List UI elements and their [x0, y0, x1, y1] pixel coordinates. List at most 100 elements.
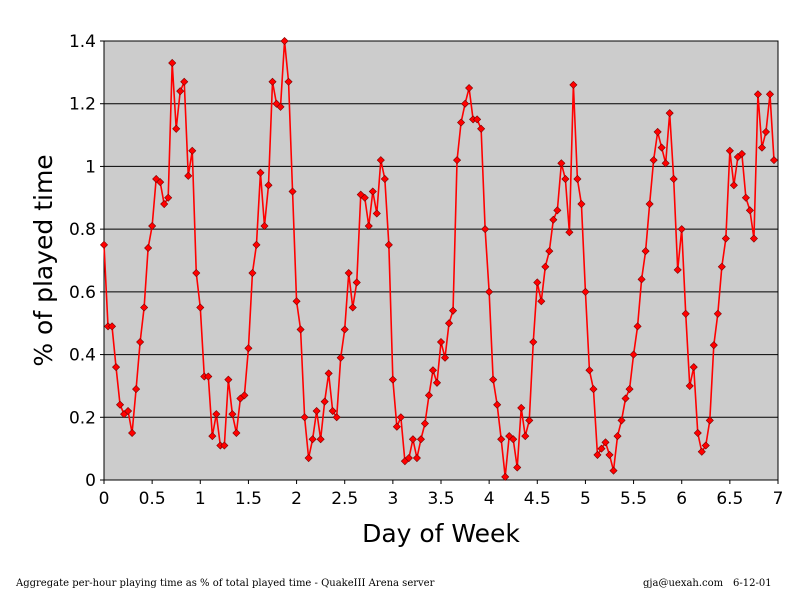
data-point [368, 187, 377, 196]
data-point [116, 400, 125, 409]
data-point [212, 410, 221, 419]
x-tick-label: 3 [387, 489, 398, 509]
data-point [521, 432, 530, 441]
x-tick-label: 6.5 [716, 489, 743, 509]
data-point [721, 234, 730, 243]
data-point [581, 287, 590, 296]
data-point [605, 450, 614, 459]
data-point [396, 413, 405, 422]
data-point [749, 234, 758, 243]
data-point [340, 325, 349, 334]
data-point [661, 159, 670, 168]
data-point [577, 200, 586, 209]
data-point [501, 472, 510, 481]
data-point [497, 435, 506, 444]
data-point [553, 206, 562, 215]
data-point [384, 240, 393, 249]
footer-date: 6-12-01 [733, 578, 772, 589]
data-point [156, 178, 165, 187]
data-point [709, 341, 718, 350]
data-point [172, 124, 181, 133]
data-point [380, 174, 389, 183]
data-point [657, 143, 666, 152]
y-tick-label: 0.6 [69, 283, 96, 303]
x-tick-label: 5.5 [620, 489, 647, 509]
data-point [517, 403, 526, 412]
x-tick-label: 2 [291, 489, 302, 509]
data-point [485, 287, 494, 296]
data-point [244, 344, 253, 353]
data-point [457, 118, 466, 127]
data-point [144, 243, 153, 252]
data-point [597, 444, 606, 453]
data-point [424, 391, 433, 400]
data-point [308, 435, 317, 444]
x-tick-label: 1.5 [235, 489, 262, 509]
data-point [316, 435, 325, 444]
data-point [621, 394, 630, 403]
data-point [348, 303, 357, 312]
data-point [176, 87, 185, 96]
data-point [268, 77, 277, 86]
x-tick-label: 2.5 [331, 489, 358, 509]
data-point [132, 385, 141, 394]
data-point [240, 391, 249, 400]
data-point [436, 338, 446, 347]
data-point [525, 416, 534, 425]
data-point [264, 181, 273, 190]
data-point [404, 454, 413, 463]
data-point [296, 325, 305, 334]
data-point [128, 428, 137, 437]
x-tick-label: 6 [676, 489, 687, 509]
data-point [416, 435, 425, 444]
data-point [148, 221, 157, 231]
data-point [649, 156, 658, 165]
data-point [288, 187, 297, 196]
data-point [625, 385, 634, 394]
y-tick-label: 1.2 [69, 95, 96, 115]
x-tick-label: 3.5 [427, 489, 454, 509]
data-point [208, 432, 217, 441]
data-point [549, 215, 558, 224]
data-point [124, 406, 133, 416]
data-point [107, 322, 117, 331]
data-point [633, 322, 642, 331]
data-point [629, 350, 638, 359]
data-point [613, 432, 622, 441]
data-point [489, 375, 498, 384]
data-point [557, 159, 566, 168]
y-tick-label: 0 [85, 471, 96, 491]
data-point [164, 193, 173, 202]
data-point [513, 463, 522, 472]
data-point [677, 225, 686, 234]
data-point [681, 309, 690, 318]
data-point [453, 156, 462, 165]
data-point [312, 406, 321, 416]
data-point [196, 303, 205, 312]
data-point [304, 454, 313, 463]
y-tick-label: 0.2 [69, 408, 96, 428]
data-point [745, 206, 754, 215]
data-point [320, 397, 329, 406]
data-point [645, 200, 654, 209]
x-tick-label: 4.5 [524, 489, 551, 509]
data-point [440, 353, 450, 362]
data-point [593, 450, 602, 459]
plot-area [103, 40, 779, 481]
data-point [673, 265, 682, 274]
data-point [589, 385, 598, 394]
axis-ticks: 0 0.2 0.4 0.6 0.8 1 1.2 1.4 0 0.5 1 1.5 2 2.5 3 3.5 4 4.5… [69, 32, 783, 509]
data-point [653, 127, 662, 136]
data-point [569, 80, 578, 89]
data-point [701, 441, 710, 450]
data-point [741, 193, 750, 202]
data-point [693, 428, 702, 437]
data-point [408, 435, 417, 444]
data-point [372, 209, 381, 218]
data-point [761, 127, 770, 136]
data-point [360, 193, 369, 202]
x-tick-label: 4 [484, 489, 495, 509]
data-point [765, 90, 775, 99]
data-point [188, 146, 197, 155]
data-point [352, 278, 361, 287]
